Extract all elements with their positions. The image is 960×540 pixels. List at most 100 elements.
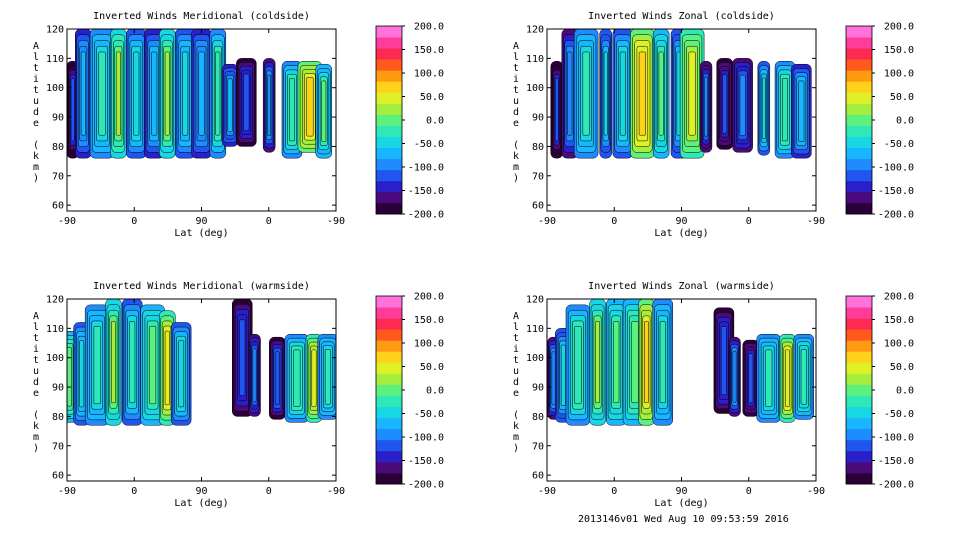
colorbar-swatch bbox=[376, 296, 402, 308]
colorbar-label: 150.0 bbox=[884, 45, 914, 56]
colorbar-swatch bbox=[846, 136, 872, 149]
colorbar-label: 100.0 bbox=[414, 69, 444, 80]
colorbar-swatch bbox=[376, 307, 402, 319]
y-tick-label: 70 bbox=[532, 171, 544, 182]
colorbar-label: 0.0 bbox=[896, 386, 914, 397]
colorbar-swatch bbox=[376, 340, 402, 352]
x-tick-label: 0 bbox=[746, 216, 752, 227]
y-tick-label: 110 bbox=[46, 54, 64, 65]
colorbar-swatch bbox=[376, 384, 402, 396]
data-column bbox=[652, 29, 670, 159]
y-tick-label: 90 bbox=[532, 383, 544, 394]
plot-area bbox=[67, 299, 336, 426]
contour-level bbox=[198, 51, 205, 136]
y-tick-label: 110 bbox=[526, 324, 544, 335]
x-axis-label: Lat (deg) bbox=[174, 498, 228, 509]
contour-level bbox=[659, 321, 666, 404]
colorbar-label: -200.0 bbox=[878, 210, 914, 221]
data-column bbox=[262, 58, 276, 153]
contour-level bbox=[631, 321, 639, 404]
colorbar-label: -100.0 bbox=[408, 433, 444, 444]
y-tick-label: 90 bbox=[532, 113, 544, 124]
data-column bbox=[105, 299, 122, 426]
colorbar-swatch bbox=[846, 362, 872, 374]
colorbar-swatch bbox=[846, 307, 872, 319]
contour-level bbox=[732, 351, 737, 403]
data-column bbox=[121, 299, 143, 426]
data-column bbox=[248, 333, 261, 417]
colorbar-swatch bbox=[846, 351, 872, 363]
x-tick-label: 0 bbox=[266, 486, 272, 497]
chart-title: Inverted Winds Zonal (coldside) bbox=[588, 11, 775, 22]
contour-level bbox=[151, 51, 158, 136]
colorbar-swatch bbox=[376, 318, 402, 330]
chart-panel-2: Inverted Winds Zonal (coldside) 60 70 80 90 1… bbox=[513, 11, 914, 239]
contour-level bbox=[129, 321, 136, 404]
y-tick-label: 120 bbox=[526, 25, 544, 36]
contour-level bbox=[748, 353, 754, 404]
x-tick-label: 0 bbox=[746, 486, 752, 497]
contour-level bbox=[111, 321, 116, 404]
colorbar-swatch bbox=[846, 169, 872, 182]
colorbar-swatch bbox=[376, 461, 402, 474]
contour-level bbox=[243, 73, 250, 132]
colorbar-label: -50.0 bbox=[884, 409, 914, 420]
contour-level bbox=[739, 74, 746, 136]
contour-level bbox=[785, 349, 790, 407]
data-column bbox=[779, 333, 796, 423]
colorbar-label: 100.0 bbox=[884, 69, 914, 80]
colorbar-swatch bbox=[846, 329, 872, 341]
colorbar-label: -100.0 bbox=[878, 433, 914, 444]
colorbar: 200.0 150.0 100.0 50.0 0.0 -50.0 -100.0 -150.0 -… bbox=[375, 292, 444, 491]
colorbar-label: 200.0 bbox=[414, 22, 444, 33]
colorbar-label: 200.0 bbox=[884, 22, 914, 33]
colorbar-swatch bbox=[846, 147, 872, 160]
y-tick-label: 70 bbox=[52, 171, 64, 182]
data-column bbox=[793, 333, 815, 420]
colorbar-label: -50.0 bbox=[414, 139, 444, 150]
y-tick-label: 90 bbox=[52, 383, 64, 394]
colorbar-swatch bbox=[846, 26, 872, 38]
colorbar-swatch bbox=[846, 472, 872, 485]
colorbar-swatch bbox=[376, 373, 402, 385]
data-column bbox=[284, 333, 310, 423]
colorbar-swatch bbox=[846, 461, 872, 474]
colorbar-swatch bbox=[846, 318, 872, 330]
x-tick-label: 90 bbox=[195, 486, 207, 497]
y-tick-label: 70 bbox=[532, 441, 544, 452]
contour-level bbox=[722, 74, 728, 134]
colorbar-swatch bbox=[846, 296, 872, 308]
colorbar-swatch bbox=[846, 114, 872, 126]
contour-level bbox=[227, 78, 233, 133]
x-tick-label: 0 bbox=[266, 216, 272, 227]
data-column bbox=[728, 336, 741, 417]
contour-level bbox=[619, 51, 626, 136]
data-column bbox=[652, 299, 674, 426]
colorbar-swatch bbox=[376, 26, 402, 38]
contour-level bbox=[239, 319, 246, 396]
contour-level bbox=[574, 326, 582, 405]
colorbar-swatch bbox=[846, 439, 872, 452]
contour-level bbox=[252, 348, 257, 403]
colorbar-label: 200.0 bbox=[884, 292, 914, 303]
contour-level bbox=[765, 349, 773, 407]
contour-level bbox=[688, 51, 696, 136]
colorbar-swatch bbox=[846, 395, 872, 407]
colorbar-label: 100.0 bbox=[884, 339, 914, 350]
contour-level bbox=[595, 321, 600, 404]
x-tick-label: 0 bbox=[131, 486, 137, 497]
data-column bbox=[756, 333, 781, 423]
data-column bbox=[638, 299, 655, 426]
contour-level bbox=[638, 51, 646, 136]
data-column bbox=[84, 304, 110, 426]
colorbar-swatch bbox=[376, 395, 402, 407]
contour-level bbox=[70, 78, 75, 142]
contour-level bbox=[324, 349, 331, 405]
data-column bbox=[110, 29, 127, 159]
contour-level bbox=[215, 51, 221, 136]
colorbar-swatch bbox=[376, 180, 402, 193]
x-tick-label: -90 bbox=[807, 486, 825, 497]
x-tick-label: 0 bbox=[131, 216, 137, 227]
contour-level bbox=[79, 340, 85, 408]
